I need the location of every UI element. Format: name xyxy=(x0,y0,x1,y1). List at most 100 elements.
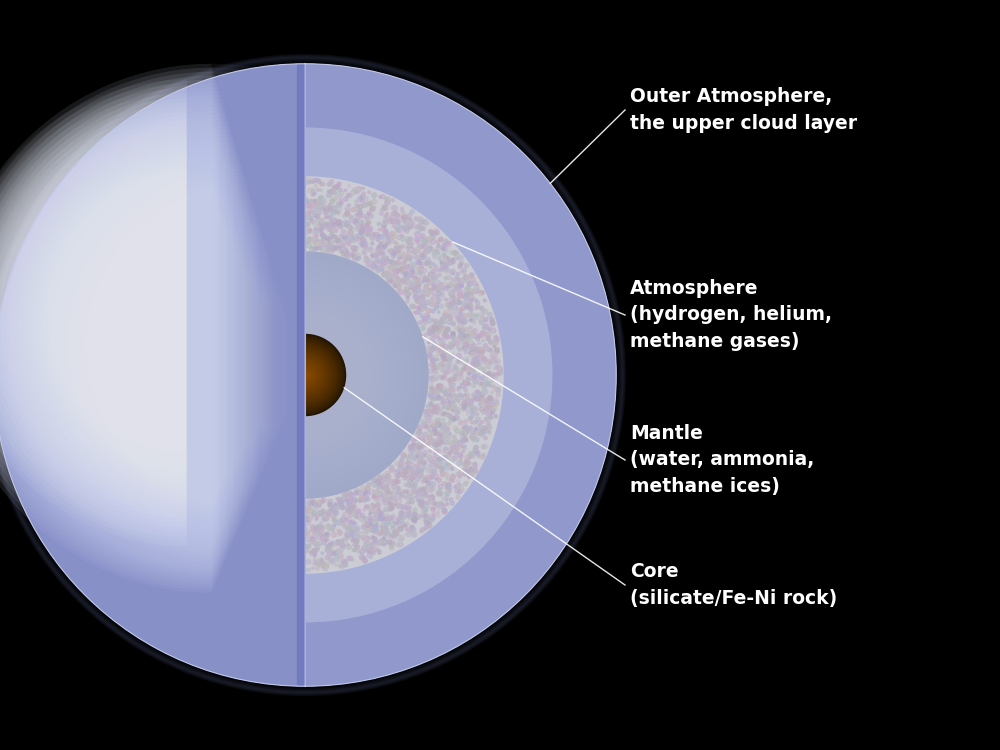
Circle shape xyxy=(435,250,438,253)
Circle shape xyxy=(496,360,500,364)
Circle shape xyxy=(467,337,471,341)
Circle shape xyxy=(343,519,346,522)
Circle shape xyxy=(332,561,335,564)
Circle shape xyxy=(435,302,439,307)
Circle shape xyxy=(377,482,381,485)
Circle shape xyxy=(363,494,366,497)
Circle shape xyxy=(442,482,446,485)
Circle shape xyxy=(414,443,419,448)
Circle shape xyxy=(415,298,420,303)
Circle shape xyxy=(395,213,398,215)
Circle shape xyxy=(365,521,370,526)
Circle shape xyxy=(421,443,424,447)
Circle shape xyxy=(352,254,355,257)
Circle shape xyxy=(428,429,431,432)
Circle shape xyxy=(462,427,467,432)
Circle shape xyxy=(412,488,416,491)
Circle shape xyxy=(406,280,410,284)
Circle shape xyxy=(310,527,315,532)
Circle shape xyxy=(396,475,399,478)
Circle shape xyxy=(369,214,373,218)
Circle shape xyxy=(474,390,478,394)
Circle shape xyxy=(319,223,322,226)
Circle shape xyxy=(404,483,407,486)
Circle shape xyxy=(324,567,328,571)
Circle shape xyxy=(468,404,473,409)
Circle shape xyxy=(421,220,424,223)
Circle shape xyxy=(320,248,325,252)
Circle shape xyxy=(362,556,365,560)
Circle shape xyxy=(360,231,363,234)
Circle shape xyxy=(402,490,405,492)
Circle shape xyxy=(426,260,430,263)
Circle shape xyxy=(410,221,414,225)
Circle shape xyxy=(440,346,444,350)
Circle shape xyxy=(355,256,359,260)
Circle shape xyxy=(431,230,435,235)
Circle shape xyxy=(344,236,348,241)
Circle shape xyxy=(395,242,398,244)
Circle shape xyxy=(436,358,438,361)
Circle shape xyxy=(356,221,359,225)
Circle shape xyxy=(323,561,327,565)
Circle shape xyxy=(442,450,446,453)
Circle shape xyxy=(451,417,455,422)
Circle shape xyxy=(373,509,377,514)
Circle shape xyxy=(388,502,393,507)
Circle shape xyxy=(469,400,474,404)
Circle shape xyxy=(449,251,453,254)
Circle shape xyxy=(440,352,445,357)
Circle shape xyxy=(399,245,401,248)
Circle shape xyxy=(445,463,448,465)
Circle shape xyxy=(472,376,476,380)
Circle shape xyxy=(441,401,445,405)
Circle shape xyxy=(417,466,421,470)
Circle shape xyxy=(366,258,370,262)
Circle shape xyxy=(356,514,361,519)
Circle shape xyxy=(333,236,336,238)
Circle shape xyxy=(403,476,407,480)
Circle shape xyxy=(408,213,412,217)
Circle shape xyxy=(419,500,424,505)
Circle shape xyxy=(394,263,398,268)
Circle shape xyxy=(310,552,314,556)
Circle shape xyxy=(465,357,469,361)
Circle shape xyxy=(320,196,323,199)
Circle shape xyxy=(490,353,494,358)
Circle shape xyxy=(342,252,346,257)
Circle shape xyxy=(473,462,477,467)
Circle shape xyxy=(460,326,464,329)
Circle shape xyxy=(319,504,322,507)
Circle shape xyxy=(413,311,416,314)
Circle shape xyxy=(444,265,448,268)
Circle shape xyxy=(419,236,422,239)
Circle shape xyxy=(448,485,452,490)
Circle shape xyxy=(349,507,353,512)
Circle shape xyxy=(345,496,350,500)
Circle shape xyxy=(410,447,415,451)
Circle shape xyxy=(329,189,334,194)
Circle shape xyxy=(378,478,382,482)
Circle shape xyxy=(364,240,367,243)
Circle shape xyxy=(315,544,320,550)
Circle shape xyxy=(476,391,481,396)
Circle shape xyxy=(430,235,432,238)
Circle shape xyxy=(483,380,488,385)
Circle shape xyxy=(325,532,329,536)
Circle shape xyxy=(473,328,477,333)
Circle shape xyxy=(375,484,378,487)
Circle shape xyxy=(408,448,411,452)
Circle shape xyxy=(478,333,482,338)
Circle shape xyxy=(491,356,496,361)
Circle shape xyxy=(369,522,372,525)
Circle shape xyxy=(469,295,473,298)
Circle shape xyxy=(322,540,326,544)
Circle shape xyxy=(324,533,328,536)
Circle shape xyxy=(318,197,322,202)
Circle shape xyxy=(490,409,495,413)
Circle shape xyxy=(305,223,310,227)
Circle shape xyxy=(324,533,329,538)
Circle shape xyxy=(470,366,474,370)
Circle shape xyxy=(425,221,429,225)
Circle shape xyxy=(307,237,311,242)
